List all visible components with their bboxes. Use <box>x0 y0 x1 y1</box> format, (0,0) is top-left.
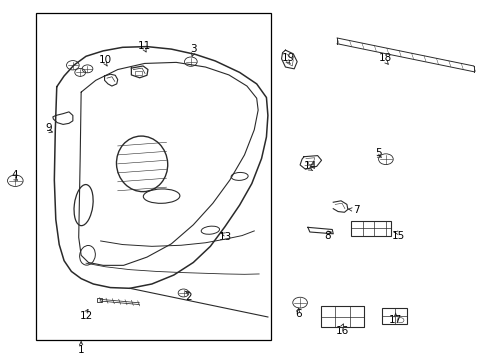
Text: 3: 3 <box>190 44 196 54</box>
Bar <box>135 71 142 75</box>
Text: 11: 11 <box>138 41 151 50</box>
Text: 16: 16 <box>335 325 348 336</box>
Text: 1: 1 <box>78 345 84 355</box>
Text: 6: 6 <box>294 310 301 319</box>
Text: 10: 10 <box>99 55 112 65</box>
Text: 2: 2 <box>185 292 191 302</box>
Text: 7: 7 <box>353 206 359 216</box>
Bar <box>307 161 312 164</box>
Text: 15: 15 <box>391 231 404 240</box>
Text: 17: 17 <box>388 315 402 325</box>
Bar <box>350 221 390 235</box>
Bar <box>320 306 364 327</box>
Text: 5: 5 <box>374 148 381 158</box>
Bar <box>97 298 102 302</box>
Text: 12: 12 <box>79 311 92 321</box>
Text: 13: 13 <box>218 232 231 242</box>
Text: 18: 18 <box>379 53 392 63</box>
Text: 19: 19 <box>281 53 294 63</box>
Text: 4: 4 <box>11 170 18 180</box>
Text: 8: 8 <box>324 231 330 240</box>
Bar <box>381 309 407 324</box>
Text: 9: 9 <box>45 123 52 133</box>
Text: 14: 14 <box>303 161 316 171</box>
